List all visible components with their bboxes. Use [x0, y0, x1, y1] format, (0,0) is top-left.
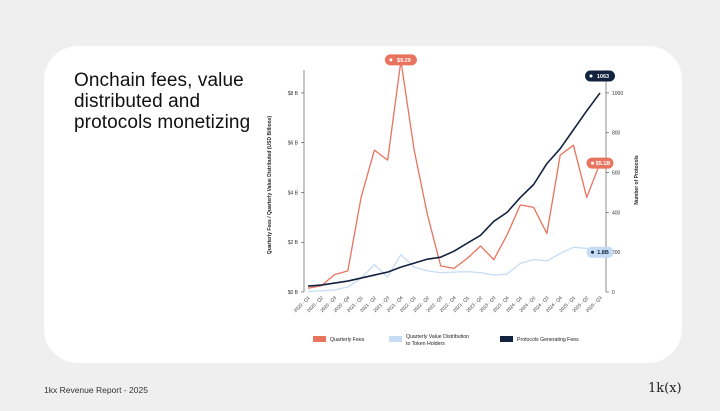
- end-fees-label-bg: [586, 157, 614, 169]
- legend-protocols-label: Protocols Generating Fees: [517, 337, 579, 343]
- end-protocols-label: 1063: [585, 70, 615, 82]
- y2-axis-title: Number of Protocols: [634, 155, 640, 205]
- y-tick-label: $2 B: [288, 240, 299, 246]
- legend-fees-label: Quarterly Fees: [330, 337, 365, 343]
- y2-tick-label: 1000: [612, 91, 623, 97]
- y-tick-label: $8 B: [288, 91, 299, 97]
- chart-card: [44, 46, 682, 363]
- protocols-line: [307, 92, 601, 287]
- y2-tick-label: 200: [612, 250, 621, 256]
- legend-distribution-label-2: to Token Holders: [406, 341, 445, 347]
- end-fees-label-dot: [591, 161, 594, 165]
- y2-tick-label: 400: [612, 210, 621, 216]
- legend-fees: Quarterly Fees: [313, 336, 365, 343]
- legend-fees-swatch: [313, 336, 326, 342]
- y2-tick-label: 800: [612, 131, 621, 137]
- distribution-line: [307, 246, 601, 293]
- legend-distribution-label-1: Quarterly Value Distribution: [406, 334, 469, 340]
- peak-fees-label: $9.29: [384, 54, 417, 66]
- end-fees-label-text: $5.1B: [596, 161, 611, 167]
- end-distribution-label-bg: [586, 246, 614, 258]
- end-protocols-label-dot: [589, 74, 593, 78]
- brand-logo: 1k(x): [648, 381, 682, 396]
- end-distribution-label: 1.8B: [586, 246, 614, 258]
- y-tick-label: $6 B: [288, 141, 299, 147]
- legend-protocols-swatch: [500, 336, 513, 342]
- end-distribution-label-dot: [591, 250, 594, 254]
- page-title: Onchain fees, value distributed and prot…: [74, 70, 251, 133]
- y-tick-label: $0 B: [288, 290, 299, 296]
- end-fees-label: $5.1B: [586, 157, 614, 169]
- peak-fees-label-text: $9.29: [397, 58, 411, 64]
- legend-distribution-swatch: [389, 336, 402, 342]
- y-tick-label: $4 B: [288, 190, 299, 196]
- footer-report-label: 1kx Revenue Report - 2025: [44, 385, 148, 395]
- end-protocols-label-text: 1063: [597, 74, 609, 80]
- peak-fees-label-bg: [384, 54, 417, 66]
- legend-protocols: Protocols Generating Fees: [500, 336, 579, 343]
- peak-fees-label-dot: [389, 58, 393, 62]
- fees-line: [307, 60, 601, 289]
- y2-tick-label: 600: [612, 171, 621, 177]
- end-distribution-label-text: 1.8B: [597, 250, 609, 256]
- y-axis-title: Quarterly Fees / Quarterly Value Distrib…: [267, 115, 273, 254]
- y2-tick-label: 0: [612, 290, 615, 296]
- end-protocols-label-bg: [585, 70, 615, 82]
